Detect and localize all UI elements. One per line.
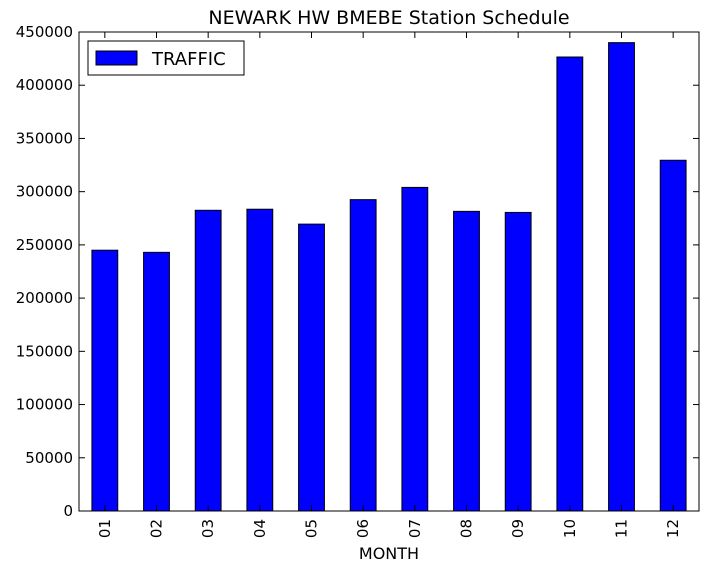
x-axis: 01 02 03 04 05 06 07 08 09 10 11 12: [96, 32, 682, 538]
bar-11: [608, 42, 635, 512]
legend-label-traffic: TRAFFIC: [151, 49, 226, 70]
y-tick-label-0: 0: [63, 502, 73, 520]
y-tick-label-9: 450000: [16, 23, 73, 41]
x-tick-label-04: 04: [251, 519, 269, 538]
x-tick-label-11: 11: [613, 519, 631, 538]
x-tick-label-03: 03: [199, 519, 217, 538]
bar-04: [246, 208, 274, 512]
plot-frame: [78, 31, 700, 512]
bar-06: [349, 199, 377, 512]
bar-12: [659, 159, 687, 512]
chart-title: NEWARK HW BMEBE Station Schedule: [208, 7, 569, 29]
y-tick-label-4: 200000: [16, 289, 73, 307]
bar-01: [91, 249, 119, 512]
bars-layer: [91, 42, 687, 512]
bar-09: [504, 211, 532, 512]
bar-08: [453, 210, 480, 512]
y-tick-label-8: 400000: [16, 76, 73, 94]
x-tick-label-08: 08: [458, 519, 476, 538]
x-tick-label-12: 12: [664, 519, 682, 538]
bar-05: [298, 223, 325, 512]
y-tick-label-5: 250000: [16, 236, 73, 254]
x-tick-label-02: 02: [148, 519, 166, 538]
bar-03: [194, 209, 222, 512]
x-axis-label: MONTH: [359, 544, 419, 563]
x-tick-label-07: 07: [406, 519, 424, 538]
x-tick-label-05: 05: [303, 519, 321, 538]
x-tick-label-09: 09: [509, 519, 527, 538]
y-axis: 0 50000 100000 150000 200000 250000 300000 3500…: [16, 23, 699, 520]
y-tick-label-2: 100000: [16, 396, 73, 414]
x-tick-label-06: 06: [354, 519, 372, 538]
y-tick-label-7: 350000: [16, 129, 73, 147]
x-tick-label-01: 01: [96, 519, 114, 538]
legend: TRAFFIC: [87, 40, 245, 76]
x-tick-label-10: 10: [561, 519, 579, 538]
y-tick-label-6: 300000: [16, 183, 73, 201]
y-tick-label-3: 150000: [16, 342, 73, 360]
legend-swatch: [95, 50, 138, 66]
y-tick-label-1: 50000: [25, 449, 73, 467]
bar-02: [143, 251, 170, 512]
bar-10: [556, 56, 584, 512]
bar-07: [401, 186, 429, 512]
